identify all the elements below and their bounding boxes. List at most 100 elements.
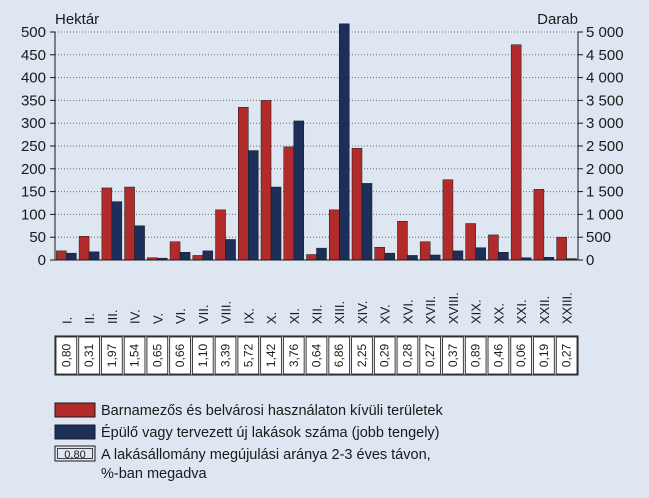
bar-new-housing [179,251,191,261]
legend-box-text-line2: %-ban megadva [101,466,208,482]
renewal-rate-box [214,336,237,375]
renewal-rate-value: 2,25 [355,343,369,367]
legend-sample-value: 0,80 [64,449,85,461]
bar-brownfield [397,220,408,261]
category-label: XXIII. [560,292,575,324]
bar-brownfield [124,186,135,261]
category-label: XI. [287,308,302,324]
category-label: X. [264,312,279,324]
bar-brownfield [556,236,567,261]
right-tick-label: 3 500 [586,92,624,109]
right-tick-label: 4 500 [586,47,624,64]
left-tick-label: 0 [38,252,46,269]
renewal-rate-value: 0,19 [537,343,551,367]
renewal-rate-value: 0,80 [59,343,73,367]
renewal-rate-value: 0,27 [560,343,574,367]
category-label: II. [82,313,97,324]
right-tick-label: 500 [586,229,611,246]
category-label: XII. [310,304,325,324]
renewal-rate-box [510,336,532,375]
bar-brownfield [101,187,113,261]
category-label: IV. [128,309,143,324]
right-tick-label: 3 000 [586,115,624,132]
category-label: XIX. [469,299,484,324]
renewal-rate-value: 0,89 [469,343,483,367]
bar-brownfield [260,100,272,261]
bar-new-housing [316,247,327,261]
bar-brownfield [78,236,90,261]
bar-new-housing [248,150,259,261]
renewal-rate-value: 0,46 [491,343,505,367]
renewal-rate-box [192,336,214,375]
right-tick-label: 1 500 [586,184,624,201]
bar-brownfield [419,241,431,261]
renewal-rate-box [533,336,555,375]
category-label: XXII. [537,296,552,324]
renewal-rate-box [487,336,510,375]
legend-swatch-red [54,402,96,418]
bar-new-housing [134,225,145,261]
right-axis-ticks: 0 500 1 000 1 500 2 000 2 500 3 000 3 500 4 000 4… [578,24,624,269]
bar-brownfield [351,148,363,261]
renewal-rate-value: 0,37 [446,343,460,367]
renewal-rate-value: 0,28 [400,343,414,367]
category-label: VIII. [219,301,234,324]
left-axis-ticks: 0 50 100 150 200 250 300 350 400 450 500 [21,24,55,269]
legend-swatch-navy [54,424,96,440]
renewal-rate-value: 3,76 [287,343,301,367]
renewal-rate-box [351,336,373,375]
bar-brownfield [328,209,340,261]
bar-new-housing [475,247,486,261]
bar-brownfield [238,106,249,261]
gridlines [55,31,578,238]
category-label: XVII. [423,296,438,324]
right-tick-label: 5 000 [586,24,624,41]
bar-brownfield [169,241,181,261]
category-label: XV. [378,304,393,324]
renewal-rate-box [328,336,351,375]
bar-brownfield [488,234,499,261]
category-label: V. [150,313,165,324]
renewal-rate-box [464,336,487,375]
legend-label-navy: Épülő vagy tervezett új lakások száma (j… [101,424,440,441]
left-tick-label: 50 [29,229,46,246]
bar-new-housing [361,183,373,261]
renewal-rate-value: 0,65 [150,343,164,367]
bar-new-housing [293,120,305,261]
renewal-rate-box [260,336,282,375]
renewal-rate-frame [54,335,579,376]
renewal-rate-value: 0,64 [310,343,324,367]
right-tick-label: 0 [586,252,594,269]
bar-new-housing [429,254,441,261]
category-labels: I. II. III. IV. V. VI. VII. VIII. IX. X. XI. XII. XI… [59,292,574,324]
category-label: XIV. [355,301,370,324]
bar-new-housing [270,186,282,261]
renewal-rate-box [305,336,328,375]
category-label: XVI. [400,299,415,324]
renewal-rate-box [419,336,441,375]
bar-brownfield [465,223,476,261]
left-tick-label: 500 [21,24,46,41]
renewal-rate-value: 0,27 [423,343,437,367]
bars [56,23,577,261]
legend: Barnamezős és belvárosi használaton kívü… [54,402,443,482]
renewal-rate-value: 0,66 [173,343,187,367]
renewal-rate-box [101,336,123,375]
bar-brownfield [215,209,226,261]
right-tick-label: 2 500 [586,138,624,155]
right-tick-label: 4 000 [586,70,624,87]
axes [54,32,579,261]
legend-label-red: Barnamezős és belvárosi használaton kívü… [101,403,443,419]
right-tick-label: 2 000 [586,161,624,178]
bar-new-housing [338,23,350,261]
bar-brownfield [192,255,204,261]
renewal-rate-value: 3,39 [219,343,233,367]
renewal-rate-box [123,336,146,375]
legend-sample-inner-box [57,448,93,459]
renewal-rate-box [373,336,396,375]
renewal-rate-box [282,336,305,375]
left-tick-label: 250 [21,138,46,155]
category-label: XIII. [332,301,347,324]
bar-brownfield [533,189,545,261]
